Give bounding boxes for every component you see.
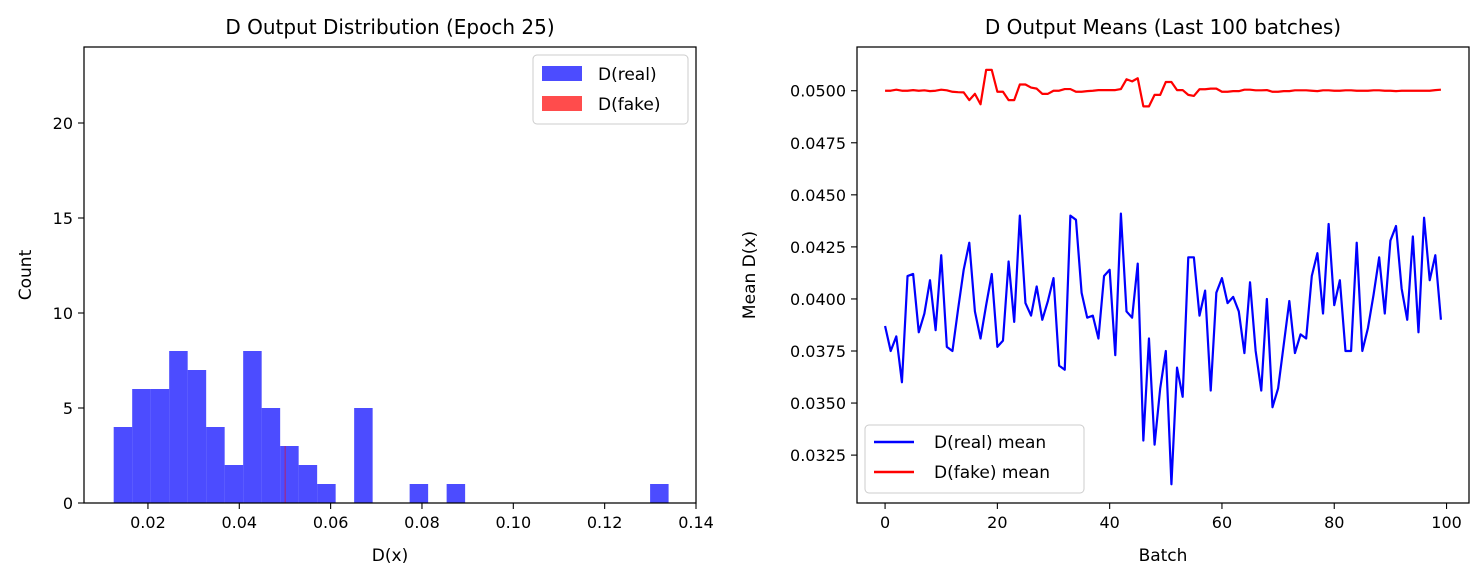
x-tick-label: 100 — [1431, 513, 1462, 532]
histogram-bars — [113, 351, 669, 503]
y-tick-label: 0.0450 — [790, 186, 846, 205]
histogram-chart: D Output Distribution (Epoch 25) 0.02 0.0… — [16, 15, 714, 566]
y-tick-label: 10 — [53, 304, 73, 323]
histogram-bar-d-real — [243, 351, 262, 503]
x-tick-label: 60 — [1212, 513, 1232, 532]
y-tick-label: 0.0325 — [790, 446, 846, 465]
y-tick-label: 0.0475 — [790, 134, 846, 153]
histogram-bar-d-real — [132, 389, 151, 503]
series-line-d-fake-mean — [885, 68, 1442, 108]
histogram-x-axis-label: D(x) — [372, 546, 408, 566]
histogram-bar-d-real — [650, 484, 669, 503]
histogram-bar-d-real — [446, 484, 466, 503]
histogram-y-ticks: 0 5 10 15 20 — [53, 114, 84, 513]
histogram-bar-d-real — [354, 408, 373, 503]
histogram-bar-d-real — [317, 484, 336, 503]
legend-label-d-fake: D(fake) — [598, 95, 660, 115]
legend-label-d-fake-mean: D(fake) mean — [934, 463, 1050, 483]
line-chart-legend: D(real) mean D(fake) mean — [864, 424, 1085, 494]
legend-label-d-real-mean: D(real) mean — [934, 433, 1046, 453]
x-tick-label: 0.14 — [678, 513, 714, 532]
histogram-bar-d-real — [150, 389, 170, 503]
y-tick-label: 5 — [63, 399, 73, 418]
x-tick-label: 20 — [987, 513, 1007, 532]
line-chart-title: D Output Means (Last 100 batches) — [985, 15, 1341, 39]
histogram-x-ticks: 0.02 0.04 0.06 0.08 0.10 0.12 0.14 — [130, 503, 714, 532]
line-chart-series — [883, 68, 1443, 486]
histogram-bar-d-real — [113, 427, 133, 503]
line-chart-y-axis-label: Mean D(x) — [740, 231, 760, 319]
histogram-plot-frame — [83, 46, 697, 504]
histogram-bar-d-real — [280, 446, 299, 503]
line-chart-x-axis-label: Batch — [1139, 546, 1188, 566]
histogram-bar-d-real — [169, 351, 188, 503]
histogram-bar-d-real — [298, 465, 318, 503]
y-tick-label: 0.0350 — [790, 394, 846, 413]
x-tick-label: 40 — [1099, 513, 1119, 532]
histogram-bar-d-real — [409, 484, 429, 503]
x-tick-label: 0.04 — [221, 513, 257, 532]
x-tick-label: 80 — [1324, 513, 1344, 532]
x-tick-label: 0.08 — [404, 513, 440, 532]
y-tick-label: 0.0375 — [790, 342, 846, 361]
legend-label-d-real: D(real) — [598, 65, 657, 85]
legend-swatch-d-fake — [542, 96, 582, 111]
legend-swatch-d-real — [542, 66, 582, 81]
x-tick-label: 0.02 — [130, 513, 166, 532]
line-chart-legend-box — [864, 424, 1085, 494]
y-tick-label: 0.0400 — [790, 290, 846, 309]
histogram-bar-d-real — [224, 465, 244, 503]
line-chart-x-ticks: 0 20 40 60 80 100 — [880, 503, 1462, 532]
y-tick-label: 0.0500 — [790, 82, 846, 101]
histogram-bar-d-fake — [284, 446, 286, 503]
y-tick-label: 0 — [63, 494, 73, 513]
y-tick-label: 15 — [53, 209, 73, 228]
x-tick-label: 0.10 — [496, 513, 532, 532]
x-tick-label: 0 — [880, 513, 890, 532]
histogram-bar-d-real — [261, 408, 281, 503]
series-line-d-real-mean — [883, 212, 1443, 486]
x-tick-label: 0.12 — [587, 513, 623, 532]
line-chart-plot-frame — [856, 46, 1470, 504]
line-chart: D Output Means (Last 100 batches) 0 20 40 6… — [740, 15, 1470, 566]
histogram-title: D Output Distribution (Epoch 25) — [225, 15, 554, 39]
y-tick-label: 0.0425 — [790, 238, 846, 257]
histogram-bar-d-real — [187, 370, 207, 503]
x-tick-label: 0.06 — [313, 513, 349, 532]
line-chart-y-ticks: 0.0325 0.0350 0.0375 0.0400 0.0425 0.0450 0.04… — [790, 82, 857, 465]
histogram-y-axis-label: Count — [16, 249, 36, 300]
histogram-bar-d-real — [206, 427, 225, 503]
histogram-legend: D(real) D(fake) — [532, 54, 689, 125]
y-tick-label: 20 — [53, 114, 73, 133]
